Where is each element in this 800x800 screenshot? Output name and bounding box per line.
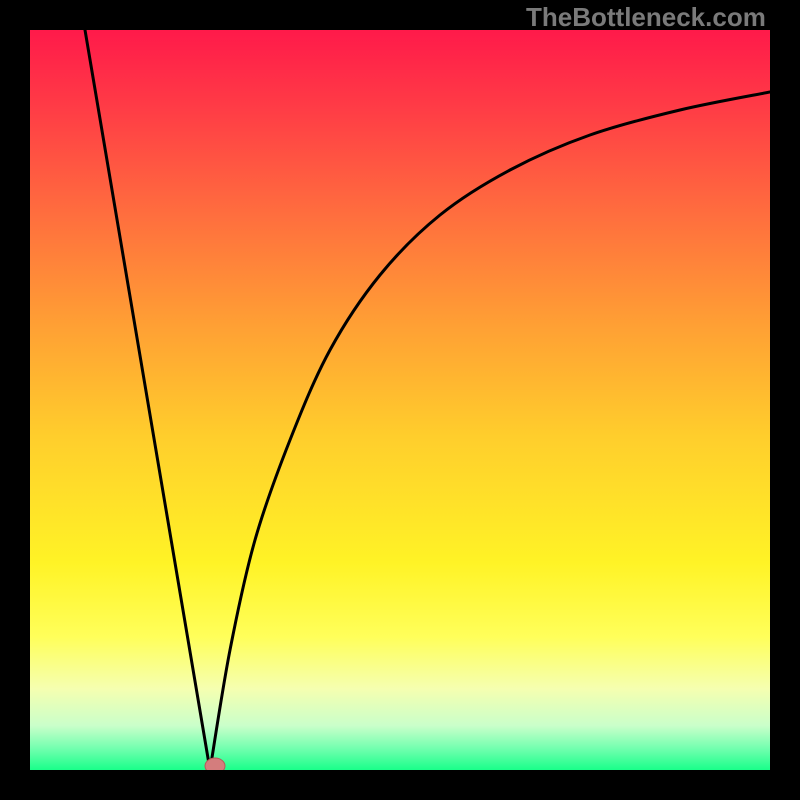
bottleneck-curve (85, 30, 770, 770)
optimal-point-marker (205, 758, 225, 770)
curve-layer (30, 30, 770, 770)
plot-area (30, 30, 770, 770)
watermark-text: TheBottleneck.com (526, 2, 766, 33)
chart-container: TheBottleneck.com (0, 0, 800, 800)
